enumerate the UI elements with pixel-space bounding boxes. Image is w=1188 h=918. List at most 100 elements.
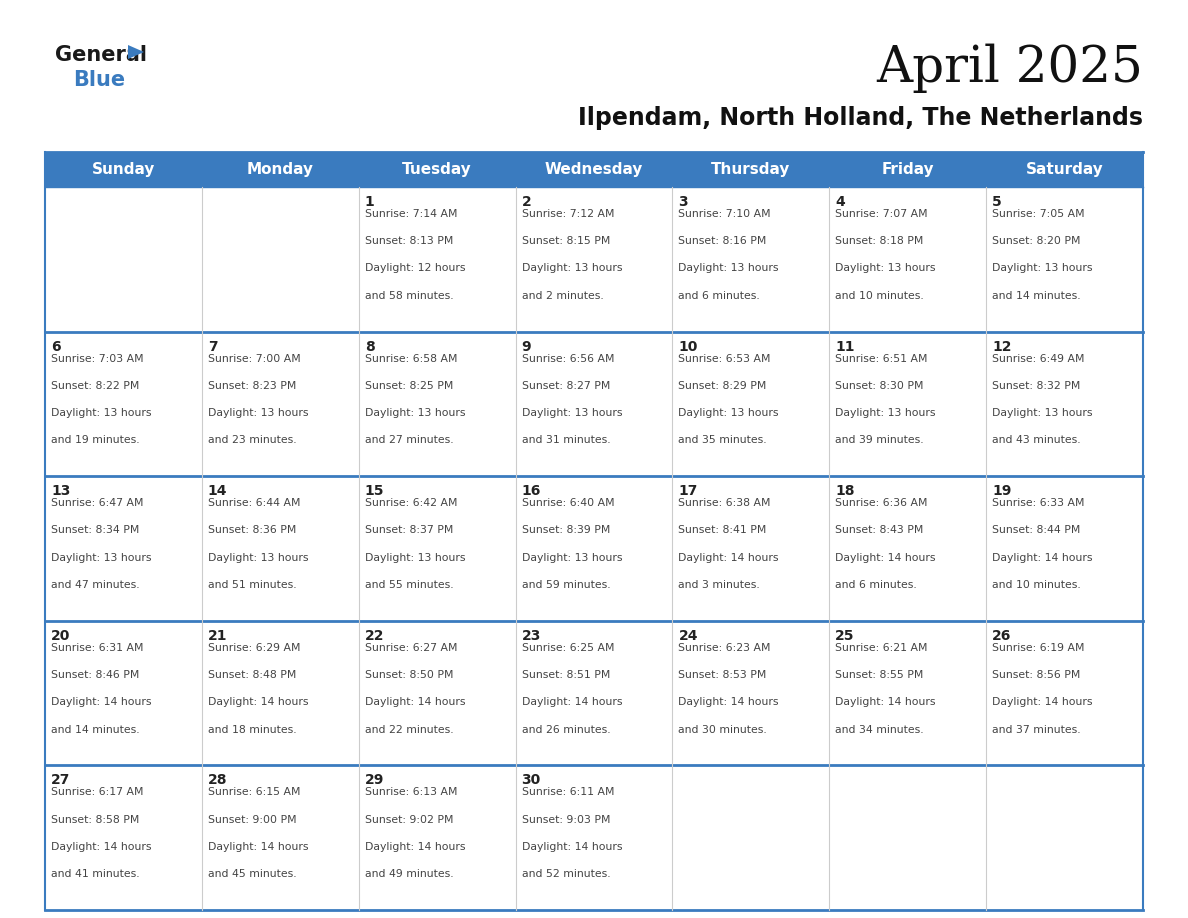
Text: Daylight: 14 hours: Daylight: 14 hours (208, 698, 309, 707)
Text: and 14 minutes.: and 14 minutes. (51, 724, 140, 734)
Text: and 19 minutes.: and 19 minutes. (51, 435, 140, 445)
Bar (45, 187, 1143, 331)
Text: Daylight: 14 hours: Daylight: 14 hours (992, 698, 1093, 707)
Text: and 55 minutes.: and 55 minutes. (365, 580, 454, 590)
Text: Sunset: 8:46 PM: Sunset: 8:46 PM (51, 670, 139, 680)
Text: and 27 minutes.: and 27 minutes. (365, 435, 454, 445)
Text: Sunrise: 6:25 AM: Sunrise: 6:25 AM (522, 643, 614, 653)
Text: 25: 25 (835, 629, 855, 643)
Text: 28: 28 (208, 773, 227, 788)
Text: 20: 20 (51, 629, 70, 643)
Text: Daylight: 13 hours: Daylight: 13 hours (992, 263, 1093, 274)
Text: Sunrise: 6:42 AM: Sunrise: 6:42 AM (365, 498, 457, 509)
Text: 4: 4 (835, 195, 845, 209)
Text: April 2025: April 2025 (876, 43, 1143, 93)
Text: Wednesday: Wednesday (545, 162, 643, 177)
Text: 12: 12 (992, 340, 1012, 353)
Text: 2: 2 (522, 195, 531, 209)
Text: 24: 24 (678, 629, 697, 643)
Text: Daylight: 14 hours: Daylight: 14 hours (835, 698, 936, 707)
Text: Sunrise: 7:10 AM: Sunrise: 7:10 AM (678, 209, 771, 219)
Text: and 10 minutes.: and 10 minutes. (992, 580, 1081, 590)
Text: Daylight: 13 hours: Daylight: 13 hours (208, 553, 309, 563)
Text: Daylight: 13 hours: Daylight: 13 hours (208, 409, 309, 418)
Text: 1: 1 (365, 195, 374, 209)
Text: and 39 minutes.: and 39 minutes. (835, 435, 924, 445)
Text: 11: 11 (835, 340, 855, 353)
Text: 6: 6 (51, 340, 61, 353)
Text: Sunrise: 6:47 AM: Sunrise: 6:47 AM (51, 498, 144, 509)
Text: Daylight: 13 hours: Daylight: 13 hours (522, 409, 623, 418)
Bar (45, 766, 1143, 910)
Text: and 49 minutes.: and 49 minutes. (365, 869, 454, 879)
Text: 18: 18 (835, 484, 855, 498)
Text: Sunrise: 6:49 AM: Sunrise: 6:49 AM (992, 353, 1085, 364)
Text: Sunset: 8:53 PM: Sunset: 8:53 PM (678, 670, 766, 680)
Text: and 31 minutes.: and 31 minutes. (522, 435, 611, 445)
Text: Sunrise: 6:23 AM: Sunrise: 6:23 AM (678, 643, 771, 653)
Text: Sunrise: 7:00 AM: Sunrise: 7:00 AM (208, 353, 301, 364)
Text: Daylight: 13 hours: Daylight: 13 hours (51, 409, 152, 418)
Text: Sunset: 8:36 PM: Sunset: 8:36 PM (208, 525, 296, 535)
Text: Sunrise: 7:03 AM: Sunrise: 7:03 AM (51, 353, 144, 364)
Text: Monday: Monday (247, 162, 314, 177)
Text: Sunrise: 6:17 AM: Sunrise: 6:17 AM (51, 788, 144, 798)
Text: Ilpendam, North Holland, The Netherlands: Ilpendam, North Holland, The Netherlands (579, 106, 1143, 130)
Text: Sunrise: 6:21 AM: Sunrise: 6:21 AM (835, 643, 928, 653)
Text: and 35 minutes.: and 35 minutes. (678, 435, 767, 445)
Text: Sunset: 8:37 PM: Sunset: 8:37 PM (365, 525, 453, 535)
Text: Sunset: 8:27 PM: Sunset: 8:27 PM (522, 381, 609, 391)
Text: Sunset: 8:44 PM: Sunset: 8:44 PM (992, 525, 1081, 535)
Text: Daylight: 13 hours: Daylight: 13 hours (678, 409, 779, 418)
Text: Sunset: 8:48 PM: Sunset: 8:48 PM (208, 670, 296, 680)
Text: 21: 21 (208, 629, 227, 643)
Text: and 23 minutes.: and 23 minutes. (208, 435, 297, 445)
Text: Daylight: 14 hours: Daylight: 14 hours (51, 842, 152, 852)
Text: Sunrise: 6:15 AM: Sunrise: 6:15 AM (208, 788, 301, 798)
Text: Sunrise: 6:36 AM: Sunrise: 6:36 AM (835, 498, 928, 509)
Text: Sunset: 8:29 PM: Sunset: 8:29 PM (678, 381, 766, 391)
Text: Sunset: 8:22 PM: Sunset: 8:22 PM (51, 381, 139, 391)
Text: Sunset: 8:41 PM: Sunset: 8:41 PM (678, 525, 766, 535)
Text: Sunset: 8:58 PM: Sunset: 8:58 PM (51, 814, 139, 824)
Text: Sunrise: 6:11 AM: Sunrise: 6:11 AM (522, 788, 614, 798)
Text: Sunrise: 6:13 AM: Sunrise: 6:13 AM (365, 788, 457, 798)
Text: Sunset: 8:15 PM: Sunset: 8:15 PM (522, 236, 609, 246)
Text: Sunrise: 7:07 AM: Sunrise: 7:07 AM (835, 209, 928, 219)
Text: 16: 16 (522, 484, 541, 498)
Text: Daylight: 13 hours: Daylight: 13 hours (522, 263, 623, 274)
Text: and 45 minutes.: and 45 minutes. (208, 869, 297, 879)
Text: and 6 minutes.: and 6 minutes. (678, 291, 760, 301)
Text: Sunset: 8:13 PM: Sunset: 8:13 PM (365, 236, 453, 246)
Text: 5: 5 (992, 195, 1001, 209)
Text: 9: 9 (522, 340, 531, 353)
Text: Sunset: 8:56 PM: Sunset: 8:56 PM (992, 670, 1081, 680)
Text: Sunrise: 6:38 AM: Sunrise: 6:38 AM (678, 498, 771, 509)
Text: Daylight: 14 hours: Daylight: 14 hours (208, 842, 309, 852)
Text: Daylight: 13 hours: Daylight: 13 hours (678, 263, 779, 274)
Text: 15: 15 (365, 484, 384, 498)
Text: Sunset: 9:03 PM: Sunset: 9:03 PM (522, 814, 611, 824)
Bar (45, 152, 1143, 187)
Text: Daylight: 13 hours: Daylight: 13 hours (835, 263, 936, 274)
Text: Daylight: 12 hours: Daylight: 12 hours (365, 263, 466, 274)
Text: Sunset: 9:00 PM: Sunset: 9:00 PM (208, 814, 297, 824)
Polygon shape (128, 45, 144, 59)
Text: Thursday: Thursday (712, 162, 790, 177)
Text: Sunrise: 6:56 AM: Sunrise: 6:56 AM (522, 353, 614, 364)
Text: Daylight: 14 hours: Daylight: 14 hours (678, 698, 779, 707)
Text: Sunset: 8:43 PM: Sunset: 8:43 PM (835, 525, 923, 535)
Text: Sunset: 8:30 PM: Sunset: 8:30 PM (835, 381, 924, 391)
Text: and 52 minutes.: and 52 minutes. (522, 869, 611, 879)
Text: 29: 29 (365, 773, 384, 788)
Text: and 3 minutes.: and 3 minutes. (678, 580, 760, 590)
Text: and 58 minutes.: and 58 minutes. (365, 291, 454, 301)
Text: Daylight: 13 hours: Daylight: 13 hours (835, 409, 936, 418)
Text: Blue: Blue (72, 70, 125, 90)
Text: Sunrise: 6:51 AM: Sunrise: 6:51 AM (835, 353, 928, 364)
Text: Sunrise: 7:12 AM: Sunrise: 7:12 AM (522, 209, 614, 219)
Text: Sunset: 8:34 PM: Sunset: 8:34 PM (51, 525, 139, 535)
Text: Sunrise: 6:44 AM: Sunrise: 6:44 AM (208, 498, 301, 509)
Text: Sunrise: 6:58 AM: Sunrise: 6:58 AM (365, 353, 457, 364)
Text: and 37 minutes.: and 37 minutes. (992, 724, 1081, 734)
